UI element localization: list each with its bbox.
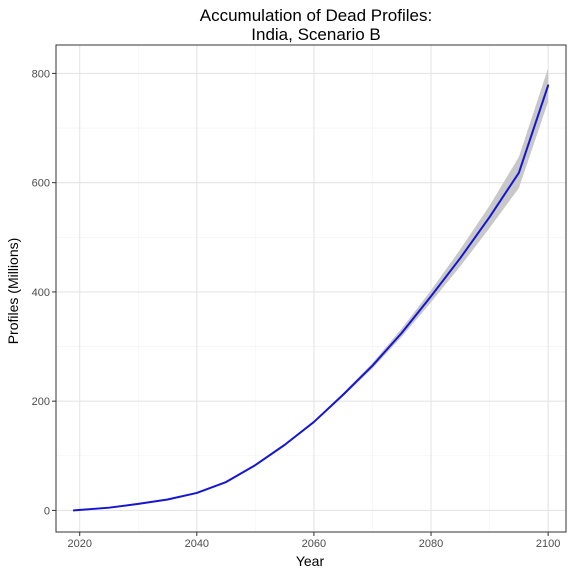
y-tick-label: 0 (44, 505, 50, 517)
x-tick-label: 2080 (419, 538, 443, 550)
y-axis-title: Profiles (Millions) (5, 238, 21, 345)
y-tick-label: 200 (32, 396, 50, 408)
plot-area: 2020 2040 2060 2080 2100 0 200 400 600 800 (32, 44, 567, 550)
x-tick-label: 2020 (67, 538, 91, 550)
y-tick-label: 400 (32, 287, 50, 299)
plot-background (56, 45, 566, 532)
series-line-0 (72, 84, 550, 512)
chart-title-line-2: India, Scenario B (251, 25, 380, 44)
chart-title-line-1: Accumulation of Dead Profiles: (200, 6, 432, 25)
y-tick-label: 600 (32, 178, 50, 190)
x-axis-title: Year (296, 553, 325, 569)
y-tick-label: 800 (32, 68, 50, 80)
x-tick-label: 2040 (185, 538, 209, 550)
x-tick-label: 2060 (302, 538, 326, 550)
plot-border (55, 44, 567, 533)
x-tick-label: 2100 (536, 538, 560, 550)
